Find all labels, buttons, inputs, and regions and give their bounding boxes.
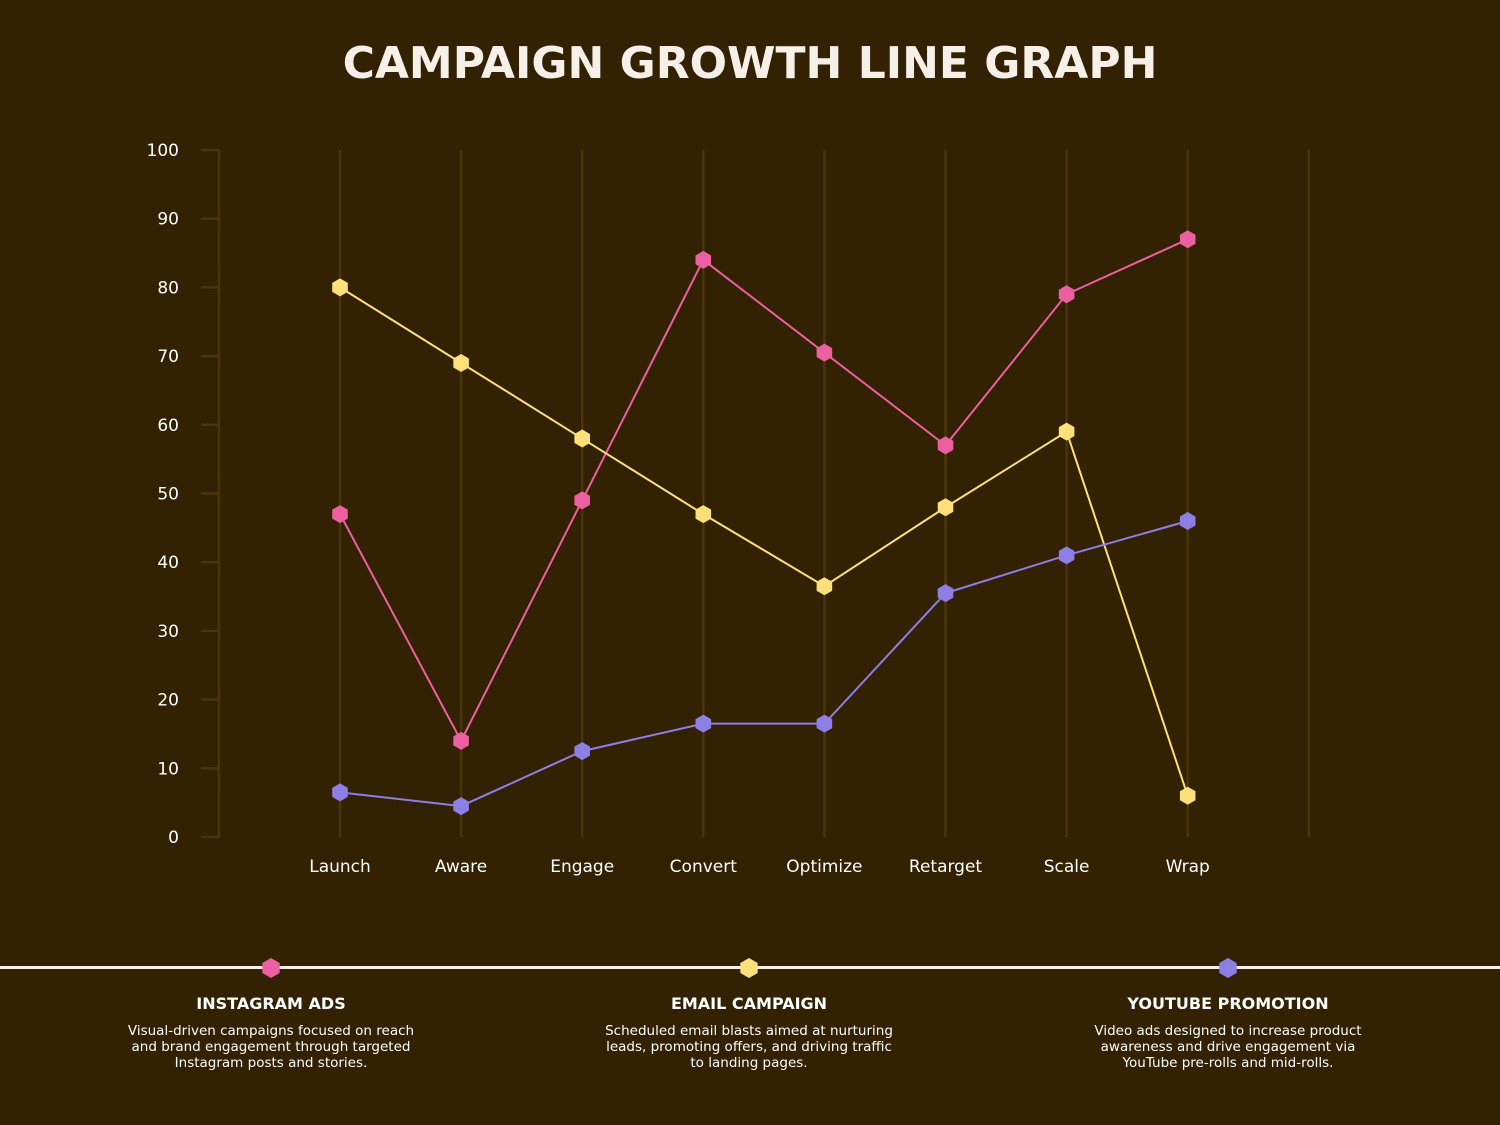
x-tick-label: Launch <box>309 857 371 877</box>
y-tick-label: 10 <box>157 759 179 779</box>
legend-series-name: EMAIL CAMPAIGN <box>670 994 828 1013</box>
legend-item: YOUTUBE PROMOTION Video ads designed to i… <box>1078 994 1378 1071</box>
y-tick-label: 50 <box>157 485 179 505</box>
legend-item: INSTAGRAM ADS Visual-driven campaigns foc… <box>121 994 421 1071</box>
x-tick-label: Aware <box>435 857 487 877</box>
data-point <box>332 783 348 802</box>
data-point <box>816 714 833 733</box>
chart-title: CAMPAIGN GROWTH LINE GRAPH <box>342 38 1158 89</box>
data-point <box>332 505 348 524</box>
series-line <box>339 238 1189 743</box>
series-line <box>339 286 1189 797</box>
y-tick-label: 60 <box>157 416 179 436</box>
legend-series-name: YOUTUBE PROMOTION <box>1127 994 1329 1013</box>
data-point <box>1179 230 1196 249</box>
x-tick-label: Engage <box>550 857 614 877</box>
x-tick-label: Optimize <box>786 857 862 877</box>
data-point <box>453 731 469 750</box>
data-point <box>937 498 954 517</box>
data-point <box>1058 285 1075 304</box>
data-point <box>574 429 590 448</box>
data-point <box>695 714 712 733</box>
data-point <box>695 250 712 269</box>
legend-series-name: INSTAGRAM ADS <box>196 994 346 1013</box>
data-point <box>574 491 590 510</box>
axis-labels: 0 10 20 30 40 50 60 70 80 90 100 Launch Aware Engage C… <box>147 141 1210 877</box>
y-tick-label: 80 <box>157 278 179 298</box>
y-tick-label: 100 <box>147 141 179 161</box>
data-point <box>453 353 469 372</box>
data-point <box>1058 546 1075 565</box>
data-point <box>695 505 712 524</box>
legend-series-description: Video ads designed to increase product a… <box>1094 1023 1362 1071</box>
data-point <box>937 584 954 603</box>
data-point <box>574 742 590 761</box>
x-tick-label: Retarget <box>909 857 983 877</box>
grid-layer <box>217 150 1311 837</box>
data-point <box>816 577 833 596</box>
x-tick-label: Wrap <box>1166 857 1210 877</box>
data-point <box>937 436 954 455</box>
y-tick-label: 70 <box>157 347 179 367</box>
series-lines <box>339 238 1189 808</box>
series-markers <box>332 230 1196 816</box>
data-point <box>1179 786 1196 805</box>
legend-series-description: Visual-driven campaigns focused on reach… <box>127 1023 415 1071</box>
y-axis <box>200 148 221 839</box>
series-line <box>339 520 1188 808</box>
data-point <box>816 343 833 362</box>
y-tick-label: 90 <box>157 210 179 230</box>
legend-marker <box>740 958 758 978</box>
y-tick-label: 30 <box>157 622 179 642</box>
x-tick-label: Convert <box>670 857 738 877</box>
y-tick-label: 40 <box>157 553 179 573</box>
data-point <box>1058 422 1075 441</box>
legend-marker <box>1219 958 1237 978</box>
x-tick-label: Scale <box>1044 857 1090 877</box>
data-point <box>1179 511 1196 530</box>
y-tick-label: 20 <box>157 691 179 711</box>
data-point <box>453 797 469 816</box>
data-point <box>332 278 348 297</box>
legend-series-description: Scheduled email blasts aimed at nurturin… <box>605 1023 893 1071</box>
y-tick-label: 0 <box>168 828 179 848</box>
legend-marker <box>262 958 280 978</box>
legend-item: EMAIL CAMPAIGN Scheduled email blasts aim… <box>599 994 899 1071</box>
